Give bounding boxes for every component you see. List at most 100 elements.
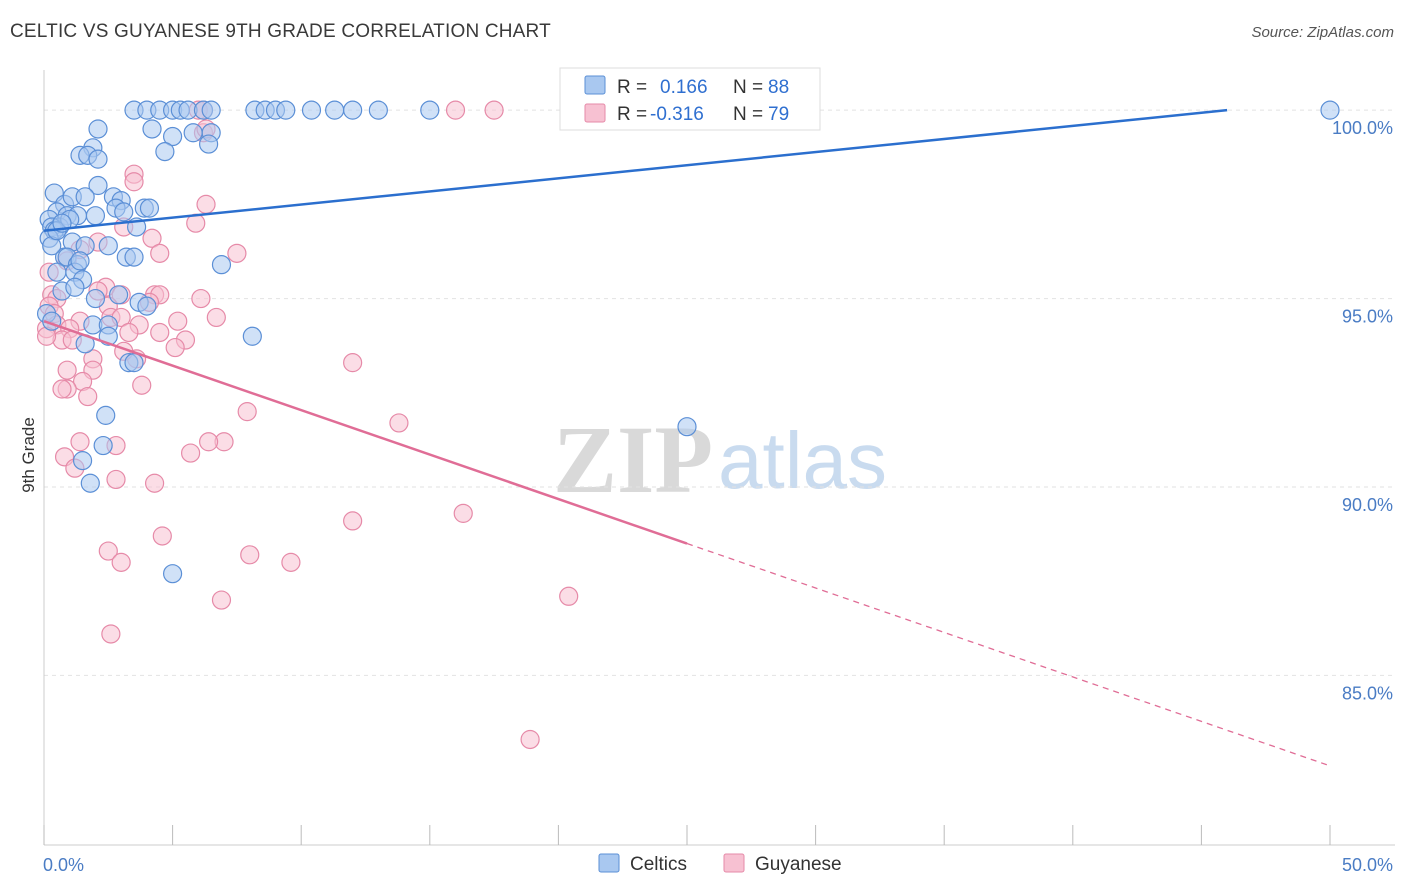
legend-guyanese-r-value: -0.316	[650, 104, 704, 125]
celtic-point	[85, 206, 106, 226]
legend-guyanese-n-value: 79	[768, 104, 789, 125]
guyanese-point	[181, 443, 201, 463]
celtic-point	[139, 198, 160, 218]
celtic-point	[276, 100, 296, 120]
celtic-point	[142, 119, 162, 139]
celtic-points	[36, 100, 1340, 584]
guyanese-point	[132, 375, 152, 395]
legend-celtic-n-value: 88	[768, 77, 789, 98]
celtic-point	[343, 100, 363, 120]
celtic-point	[96, 405, 116, 425]
celtic-point	[93, 435, 113, 456]
celtic-point	[368, 100, 388, 120]
guyanese-point	[484, 100, 504, 120]
y-tick-label-90: 90.0%	[1342, 495, 1393, 515]
guyanese-point	[106, 469, 126, 490]
guyanese-point	[343, 353, 363, 373]
celtic-point	[75, 187, 95, 207]
series-legend: Celtics Guyanese	[598, 853, 842, 875]
celtic-point	[137, 296, 157, 316]
guyanese-point	[389, 413, 409, 433]
celtic-point	[420, 100, 440, 120]
guyanese-point	[78, 386, 98, 407]
stats-legend: R = 0.166 N = 88 R = -0.316 N = 79	[559, 67, 821, 131]
guyanese-point	[57, 360, 77, 380]
legend-celtic-n-label: N =	[733, 77, 763, 98]
celtic-point	[47, 262, 67, 282]
guyanese-point	[206, 307, 226, 328]
legend-celtic-r-value: 0.166	[660, 77, 708, 98]
y-tick-labels: 85.0% 90.0% 95.0% 100.0%	[1332, 118, 1393, 703]
celtic-point	[211, 255, 232, 275]
guyanese-point	[111, 552, 131, 572]
celtic-point	[72, 451, 93, 471]
guyanese-point	[165, 337, 185, 358]
guyanese-point	[144, 473, 165, 493]
guyanese-point	[168, 311, 188, 331]
guyanese-point	[199, 432, 219, 452]
legend-celtic-r-label: R =	[617, 77, 647, 98]
guyanese-point	[237, 402, 257, 422]
series-legend-swatch-guyanese	[723, 853, 745, 873]
chart-source: Source: ZipAtlas.com	[1251, 24, 1394, 41]
celtic-point	[98, 236, 118, 256]
guyanese-point	[150, 243, 170, 263]
celtic-point	[70, 251, 90, 271]
legend-guyanese-r-label: R =	[617, 104, 647, 125]
guyanese-point	[211, 590, 232, 610]
celtic-point	[85, 288, 106, 309]
y-tick-label-100: 100.0%	[1332, 118, 1393, 138]
celtic-point	[88, 149, 108, 169]
celtic-point	[114, 202, 134, 222]
legend-guyanese-n-label: N =	[733, 104, 763, 125]
celtic-point	[242, 326, 262, 346]
legend-swatch-celtic	[584, 75, 606, 95]
celtic-point	[155, 142, 175, 162]
series-legend-swatch-celtics	[598, 853, 620, 873]
y-tick-label-95: 95.0%	[1342, 307, 1393, 327]
guyanese-point	[119, 322, 139, 343]
celtic-point	[201, 100, 221, 120]
guyanese-point	[98, 541, 118, 561]
trend-lines	[43, 108, 1331, 767]
celtic-point	[183, 123, 203, 143]
celtic-point	[163, 126, 183, 147]
guyanese-trend-extension	[686, 542, 1331, 767]
series-legend-celtics: Celtics	[630, 854, 687, 875]
guyanese-point	[227, 243, 247, 263]
guyanese-point	[240, 545, 260, 565]
celtic-point	[124, 247, 144, 267]
legend-swatch-guyanese	[584, 103, 606, 123]
guyanese-point	[70, 432, 90, 452]
celtic-point	[88, 175, 108, 196]
celtic-point	[65, 277, 85, 297]
guyanese-point	[142, 228, 162, 248]
series-legend-guyanese: Guyanese	[755, 854, 842, 875]
chart-title: CELTIC VS GUYANESE 9TH GRADE CORRELATION…	[10, 21, 551, 42]
guyanese-point	[196, 194, 216, 214]
guyanese-point	[124, 172, 144, 192]
guyanese-point	[150, 322, 170, 343]
y-tick-label-85: 85.0%	[1342, 683, 1393, 703]
celtic-point	[325, 100, 345, 120]
axes	[43, 70, 1395, 846]
celtic-point	[1320, 100, 1340, 120]
guyanese-point	[520, 729, 540, 750]
y-axis-label: 9th Grade	[19, 417, 38, 493]
guyanese-point	[445, 100, 466, 120]
guyanese-point	[101, 624, 121, 644]
guyanese-point	[453, 503, 473, 523]
guyanese-point	[152, 526, 172, 546]
celtic-point	[301, 100, 322, 120]
watermark-atlas: atlas	[718, 416, 887, 505]
celtic-point	[80, 473, 100, 493]
guyanese-point	[281, 552, 301, 572]
celtic-trend-line	[43, 108, 1228, 232]
celtic-point	[108, 285, 129, 305]
celtic-point	[124, 353, 144, 373]
guyanese-point	[52, 379, 72, 399]
guyanese-point	[559, 586, 579, 606]
celtic-point	[199, 134, 219, 154]
guyanese-point	[343, 511, 363, 531]
